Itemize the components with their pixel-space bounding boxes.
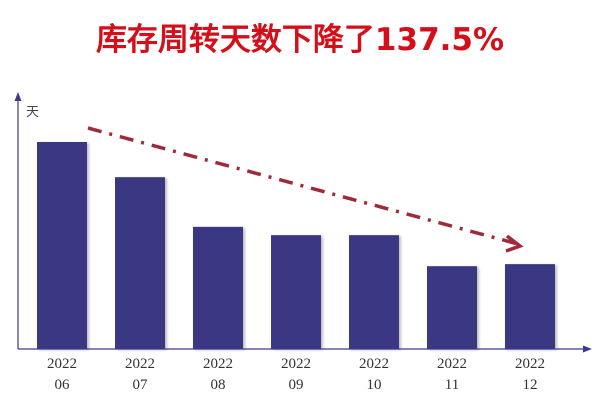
bar-2022-11 (427, 266, 477, 349)
x-tick-label: 2022 (359, 356, 389, 372)
trend-line (87, 126, 519, 246)
trend-arrowhead-icon (505, 234, 524, 253)
x-tick-label: 2022 (125, 356, 155, 372)
bar-2022-10 (349, 235, 399, 349)
x-tick-label: 2022 (281, 356, 311, 372)
x-tick-label: 2022 (47, 356, 77, 372)
chart-title: 库存周转天数下降了137.5% (95, 22, 505, 58)
x-tick-label: 2022 (203, 356, 233, 372)
x-tick-label: 2022 (437, 356, 467, 372)
bar-2022-07 (115, 177, 165, 349)
bar-2022-12 (505, 264, 555, 349)
x-tick-label: 08 (211, 377, 226, 393)
bar-2022-09 (271, 235, 321, 349)
x-tick-label: 07 (133, 377, 149, 393)
x-tick-label: 06 (55, 377, 71, 393)
x-tick-label: 12 (523, 377, 538, 393)
x-tick-label: 10 (367, 377, 382, 393)
y-axis-label: 天 (26, 105, 39, 120)
x-axis-arrow-icon (583, 345, 592, 353)
x-tick-label: 09 (289, 377, 304, 393)
y-axis-arrow-icon (14, 92, 22, 101)
x-tick-label: 2022 (515, 356, 545, 372)
bar-2022-06 (37, 142, 87, 349)
bar-2022-08 (193, 226, 243, 349)
x-tick-label: 11 (445, 377, 459, 393)
